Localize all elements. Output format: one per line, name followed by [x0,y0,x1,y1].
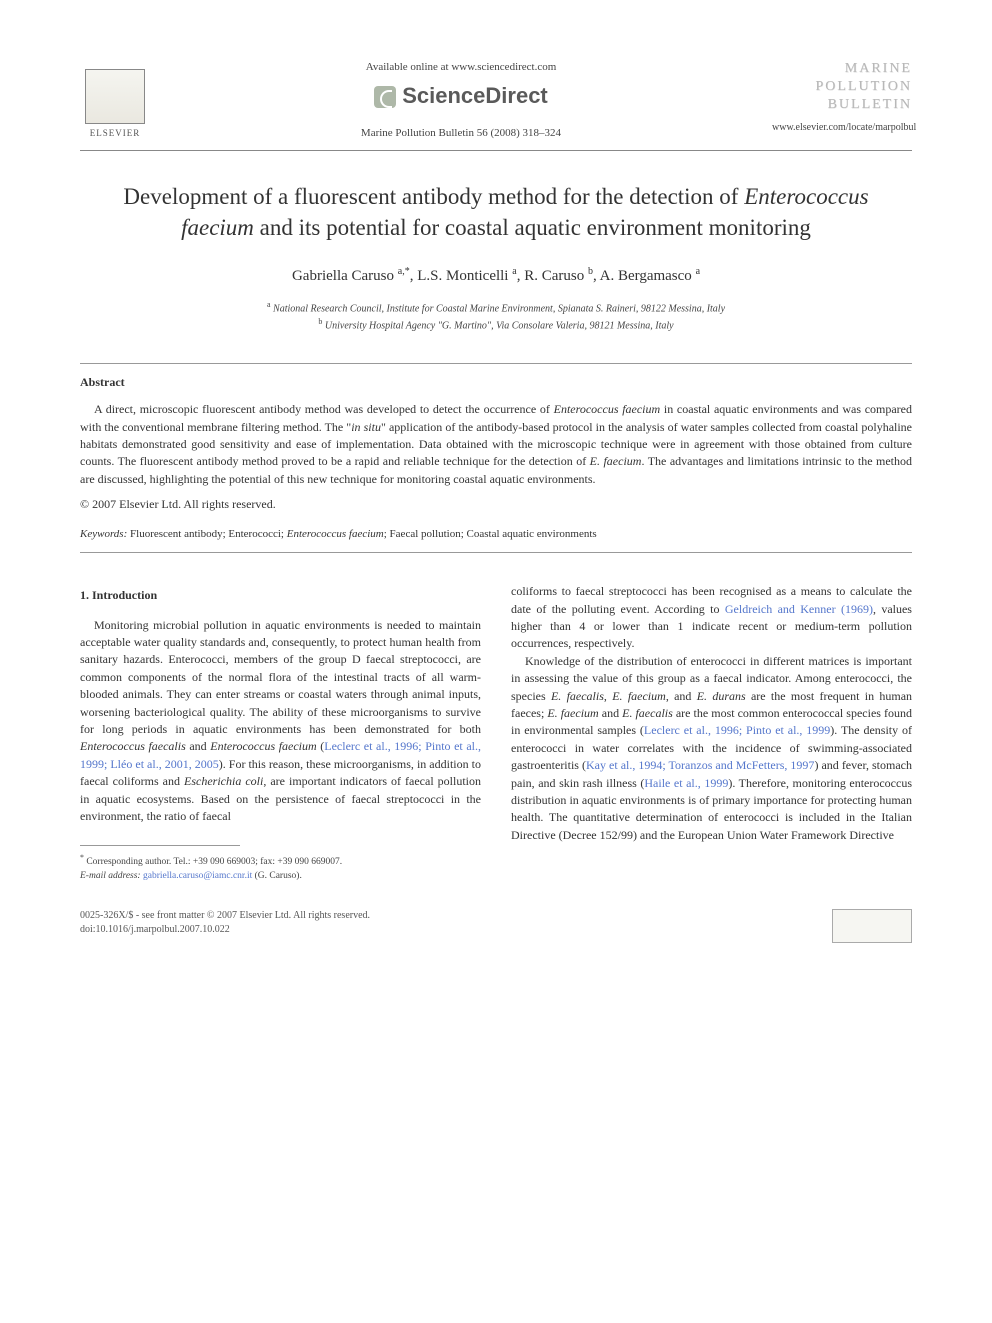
sciencedirect-brand: ScienceDirect [170,81,752,112]
c2ref1[interactable]: Geldreich and Kenner (1969) [725,602,873,616]
c2it1: E. faecalis [551,689,604,703]
abstract-copyright: © 2007 Elsevier Ltd. All rights reserved… [80,496,912,513]
footnote-email-line: E-mail address: gabriella.caruso@iamc.cn… [80,870,481,883]
keywords-label: Keywords: [80,528,127,540]
sciencedirect-icon [374,86,396,108]
corresponding-author-footnote: * Corresponding author. Tel.: +39 090 66… [80,852,481,883]
journal-citation: Marine Pollution Bulletin 56 (2008) 318–… [170,126,752,141]
c1it2: Enterococcus faecium [210,739,316,753]
c2ref3[interactable]: Kay et al., 1994; Toranzos and McFetters… [586,758,814,772]
affiliations: a National Research Council, Institute f… [80,299,912,334]
footnote-email-suffix: (G. Caruso). [252,871,302,881]
title-post: and its potential for coastal aquatic en… [254,215,811,240]
col1-para1: Monitoring microbial pollution in aquati… [80,617,481,826]
kw-pre: Fluorescent antibody; Enterococci; [127,528,286,540]
c2p2b: , [604,689,612,703]
abs-it1: Enterococcus faecium [554,402,661,416]
footnote-corr-text: Corresponding author. Tel.: +39 090 6690… [86,858,342,868]
c1it1: Enterococcus faecalis [80,739,186,753]
abstract-top-divider [80,363,912,364]
c1it3: Escherichia coli [184,774,263,788]
journal-name-line1: MARINE [772,60,912,78]
elsevier-label: ELSEVIER [90,127,141,140]
intro-heading: 1. Introduction [80,587,481,604]
footnote-corr: * Corresponding author. Tel.: +39 090 66… [80,852,481,869]
journal-url: www.elsevier.com/locate/marpolbul [772,121,912,135]
kw-post: ; Faecal pollution; Coastal aquatic envi… [384,528,597,540]
page-header: ELSEVIER Available online at www.science… [80,60,912,142]
authors-line: Gabriella Caruso a,*, L.S. Monticelli a,… [80,265,912,287]
abstract-bottom-divider [80,552,912,553]
sciencedirect-text: ScienceDirect [402,81,548,112]
elsevier-logo: ELSEVIER [80,60,150,140]
footer-left: 0025-326X/$ - see front matter © 2007 El… [80,909,370,937]
available-online-text: Available online at www.sciencedirect.co… [170,60,752,75]
keywords-line: Keywords: Fluorescent antibody; Enteroco… [80,527,912,542]
footer-badge-icon [832,909,912,943]
footnote-email-link[interactable]: gabriella.caruso@iamc.cnr.it [143,871,252,881]
abs-it2: in situ [351,420,381,434]
col2-para2: Knowledge of the distribution of enteroc… [511,653,912,844]
column-left: 1. Introduction Monitoring microbial pol… [80,583,481,883]
kw-it: Enterococcus faecium [287,528,384,540]
c2it2: E. faecium [612,689,666,703]
abs-t1: A direct, microscopic fluorescent antibo… [94,402,554,416]
affiliation-a-text: National Research Council, Institute for… [273,303,725,314]
c2it3: E. durans [697,689,746,703]
abstract-body: A direct, microscopic fluorescent antibo… [80,401,912,488]
journal-name-line3: BULLETIN [772,96,912,114]
affiliation-b: b University Hospital Agency "G. Martino… [80,316,912,333]
title-pre: Development of a fluorescent antibody me… [123,184,744,209]
c2p2c: , and [666,689,697,703]
journal-logo-block: MARINE POLLUTION BULLETIN www.elsevier.c… [772,60,912,135]
c1b: and [186,739,210,753]
center-header: Available online at www.sciencedirect.co… [150,60,772,142]
col2-para1: coliforms to faecal streptococci has bee… [511,583,912,653]
page-footer: 0025-326X/$ - see front matter © 2007 El… [80,909,912,943]
footnote-email-label: E-mail address: [80,871,141,881]
affiliation-b-text: University Hospital Agency "G. Martino",… [325,320,674,331]
c2ref2[interactable]: Leclerc et al., 1996; Pinto et al., 1999 [644,723,830,737]
c1a: Monitoring microbial pollution in aquati… [80,618,481,736]
c2ref4[interactable]: Haile et al., 1999 [644,776,728,790]
body-columns: 1. Introduction Monitoring microbial pol… [80,583,912,883]
column-right: coliforms to faecal streptococci has bee… [511,583,912,883]
affiliation-a: a National Research Council, Institute f… [80,299,912,316]
abstract-heading: Abstract [80,374,912,391]
header-divider [80,150,912,151]
elsevier-tree-icon [85,69,145,124]
footer-doi: doi:10.1016/j.marpolbul.2007.10.022 [80,923,370,937]
c2p2e: and [599,706,622,720]
journal-name-line2: POLLUTION [772,78,912,96]
article-title: Development of a fluorescent antibody me… [120,181,872,243]
c2it4: E. faecium [547,706,598,720]
footnote-divider [80,845,240,846]
c2it5: E. faecalis [622,706,673,720]
footer-issn: 0025-326X/$ - see front matter © 2007 El… [80,909,370,923]
abs-it3: E. faecium [590,454,642,468]
